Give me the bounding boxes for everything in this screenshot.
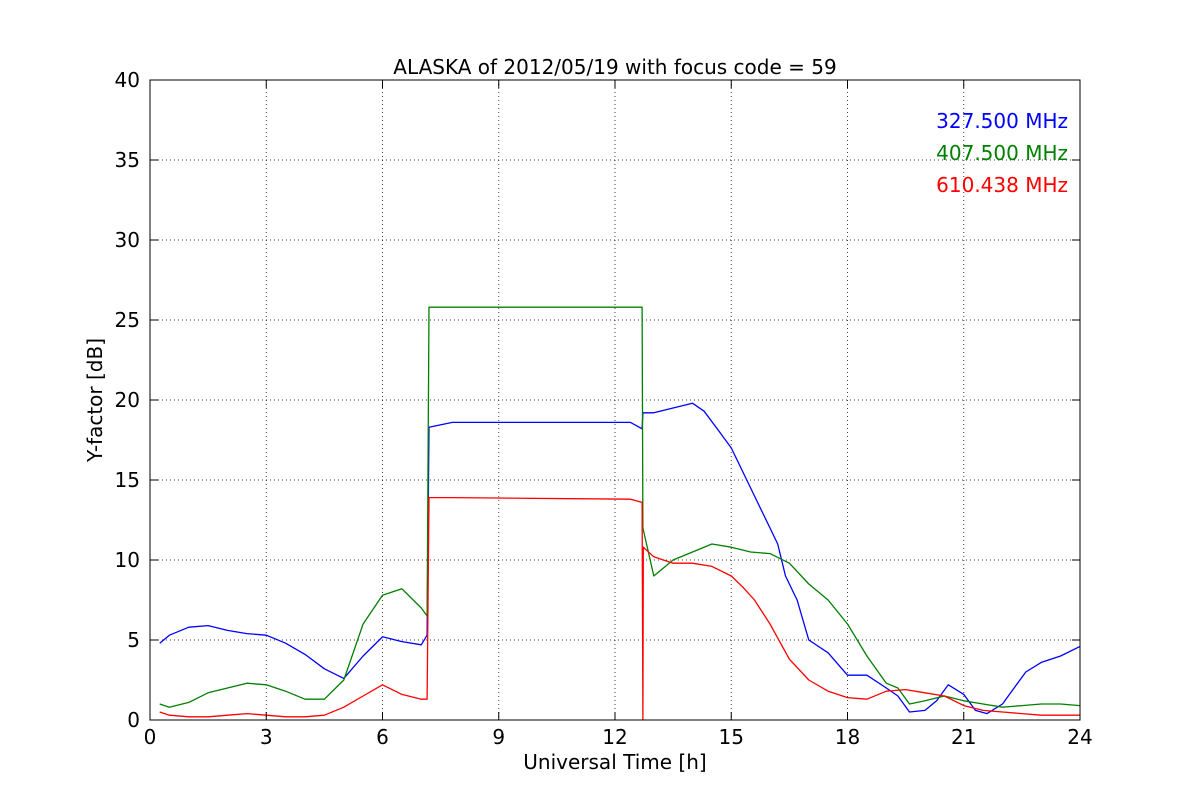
series-line-3 (159, 496, 1080, 721)
series-line-2 (159, 306, 1081, 708)
x-tick-label: 6 (376, 725, 389, 749)
legend: 327.500 MHz 407.500 MHz 610.438 MHz (936, 109, 1068, 197)
x-tick-label: 3 (260, 725, 273, 749)
y-tick-label: 20 (115, 388, 140, 412)
legend-entry-3: 610.438 MHz (936, 173, 1068, 197)
plot-series (159, 306, 1081, 721)
x-tick-label: 24 (1067, 725, 1092, 749)
y-tick-label: 15 (115, 468, 140, 492)
y-tick-label: 40 (115, 68, 140, 92)
series-line-1 (159, 402, 1081, 715)
legend-entry-2: 407.500 MHz (936, 141, 1068, 165)
x-tick-label: 9 (492, 725, 505, 749)
axis-ticks: 0 3 6 9 12 15 18 21 24 0 5 10 15 20 25 30 35 40 (115, 68, 1093, 749)
x-tick-label: 18 (835, 725, 860, 749)
x-tick-label: 0 (144, 725, 157, 749)
legend-entry-1: 327.500 MHz (936, 109, 1068, 133)
x-tick-label: 21 (951, 725, 976, 749)
y-tick-label: 35 (115, 148, 140, 172)
x-tick-label: 12 (602, 725, 627, 749)
y-tick-label: 30 (115, 228, 140, 252)
x-axis-title: Universal Time [h] (523, 750, 706, 774)
y-tick-label: 0 (127, 708, 140, 732)
y-tick-label: 10 (115, 548, 140, 572)
y-tick-label: 5 (127, 628, 140, 652)
chart-title: ALASKA of 2012/05/19 with focus code = 5… (393, 55, 836, 79)
x-tick-label: 15 (719, 725, 744, 749)
y-tick-label: 25 (115, 308, 140, 332)
y-axis-title: Y-factor [dB] (83, 338, 107, 463)
